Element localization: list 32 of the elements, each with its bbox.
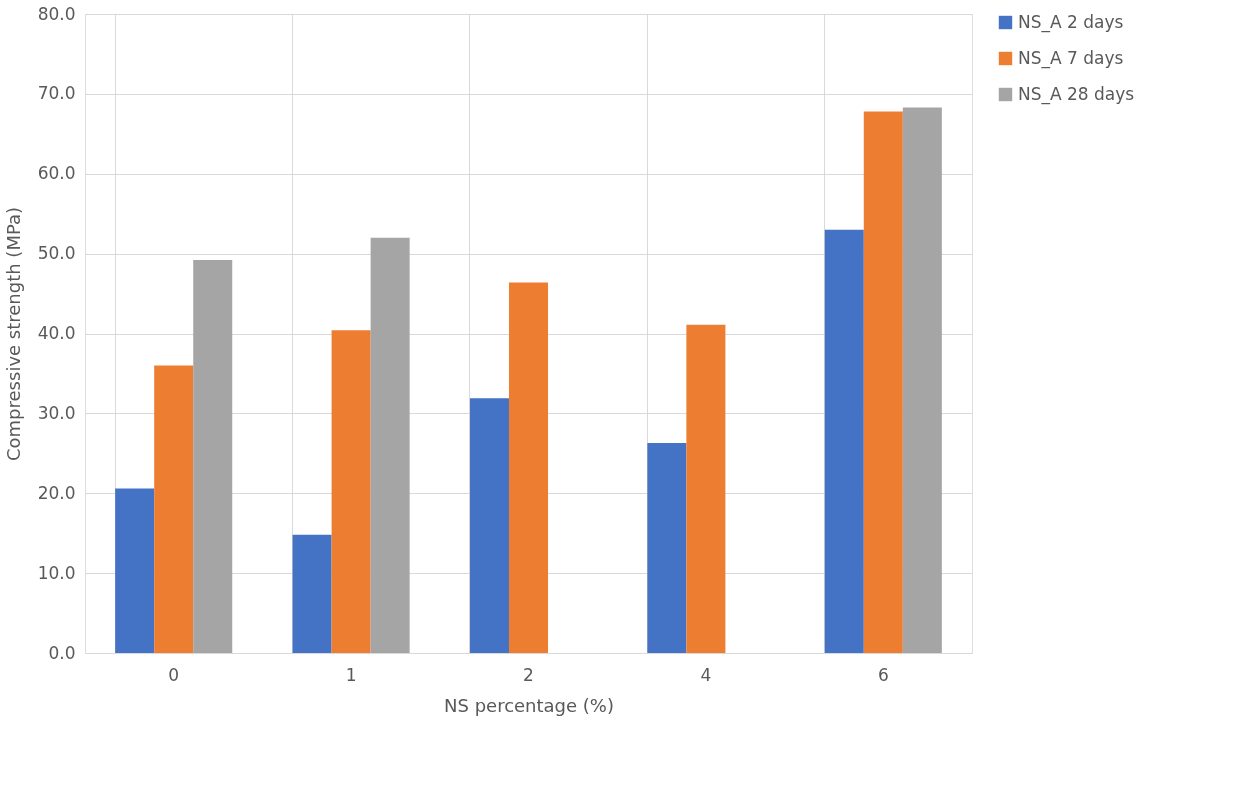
- legend-label: NS_A 7 days: [1018, 47, 1124, 69]
- x-axis-title: NS percentage (%): [444, 694, 614, 716]
- y-tick-label: 30.0: [37, 402, 76, 423]
- y-tick-label: 50.0: [37, 243, 76, 264]
- x-tick-label: 6: [877, 664, 889, 685]
- bar: [863, 111, 903, 653]
- legend-label: NS_A 28 days: [1018, 83, 1135, 105]
- y-tick-label: 80.0: [37, 3, 76, 24]
- bar: [902, 107, 942, 653]
- legend-label: NS_A 2 days: [1018, 11, 1124, 33]
- bar: [331, 330, 371, 653]
- x-tick-label: 0: [168, 664, 180, 685]
- bar: [508, 282, 549, 653]
- bar: [193, 260, 233, 653]
- bar: [469, 398, 509, 653]
- x-tick-label: 1: [345, 664, 357, 685]
- y-tick-label: 0.0: [48, 642, 76, 663]
- y-tick-label: 70.0: [37, 83, 76, 104]
- y-axis-title: Compressive strength (MPa): [2, 206, 24, 462]
- bar: [292, 534, 332, 653]
- x-tick-label: 2: [523, 664, 534, 685]
- bar: [154, 365, 194, 653]
- bar: [686, 324, 726, 653]
- bar: [370, 237, 410, 653]
- y-tick-label: 10.0: [37, 562, 76, 583]
- y-tick-label: 20.0: [37, 482, 76, 503]
- y-tick-label: 40.0: [37, 323, 76, 343]
- bar: [115, 488, 155, 653]
- y-tick-label: 60.0: [37, 163, 76, 184]
- bar: [824, 229, 864, 653]
- bar: [647, 442, 687, 653]
- x-tick-label: 4: [700, 664, 712, 685]
